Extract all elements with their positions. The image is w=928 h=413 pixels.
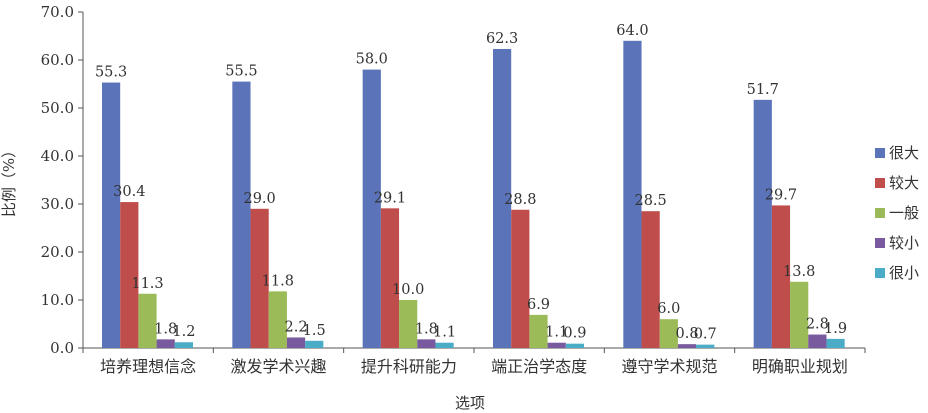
legend-swatch <box>875 178 885 188</box>
data-label: 28.8 <box>504 192 536 208</box>
data-label: 2.8 <box>806 317 829 333</box>
bar <box>677 344 697 348</box>
y-tick-label: 60.0 <box>41 51 74 69</box>
data-label: 1.1 <box>545 325 568 341</box>
legend-label: 很大 <box>889 144 919 162</box>
legend-label: 较大 <box>889 174 919 192</box>
bar <box>156 339 175 348</box>
bar <box>435 342 454 348</box>
bar <box>174 342 193 348</box>
bar <box>808 334 827 348</box>
bar <box>659 319 678 348</box>
data-label: 1.2 <box>172 324 195 340</box>
bar <box>362 69 381 348</box>
bar <box>380 208 400 348</box>
legend-swatch <box>875 238 885 248</box>
bar <box>102 82 121 348</box>
bar <box>547 342 566 348</box>
bar <box>138 293 157 348</box>
y-tick-label: 70.0 <box>41 3 74 21</box>
data-label: 1.8 <box>154 321 177 337</box>
data-label: 28.5 <box>634 193 666 209</box>
axis-titles: 选项 比例（%） <box>0 143 485 412</box>
x-category-label: 提升科研能力 <box>361 357 457 376</box>
data-label: 6.0 <box>657 301 680 317</box>
data-label: 13.8 <box>783 264 815 280</box>
data-label: 1.1 <box>433 325 456 341</box>
y-tick-label: 50.0 <box>41 99 74 117</box>
bar <box>286 337 306 348</box>
bar <box>565 343 584 348</box>
bar <box>399 300 418 348</box>
y-tick-label: 40.0 <box>41 147 74 165</box>
bar <box>120 202 139 348</box>
data-labels-layer: 55.3 55.5 58.0 62.3 64.0 51.7 30.4 29.0 29.1 28.8… <box>95 23 847 343</box>
data-label: 11.3 <box>131 276 163 292</box>
y-tick-label: 0.0 <box>50 339 74 357</box>
data-label: 10.0 <box>392 282 424 298</box>
data-label: 29.0 <box>243 191 275 207</box>
data-label: 1.5 <box>303 323 326 339</box>
y-axis-title: 比例（%） <box>0 143 18 217</box>
data-label: 1.9 <box>824 321 847 337</box>
bar <box>696 344 715 348</box>
x-category-label: 激发学术兴趣 <box>230 357 326 376</box>
data-label: 29.1 <box>374 190 406 206</box>
data-label: 62.3 <box>486 31 518 47</box>
data-label: 2.2 <box>285 319 308 335</box>
x-axis-title: 选项 <box>455 394 485 412</box>
legend-label: 很小 <box>889 264 919 282</box>
y-tick-label: 20.0 <box>41 243 74 261</box>
bar <box>250 208 269 348</box>
y-tick-label: 30.0 <box>41 195 74 213</box>
data-label: 0.7 <box>694 327 717 343</box>
bar <box>623 40 642 349</box>
bars-layer <box>102 40 845 349</box>
data-label: 11.8 <box>262 273 294 289</box>
bar <box>771 205 791 348</box>
bar <box>232 81 251 348</box>
legend-swatch <box>875 148 885 158</box>
data-label: 1.8 <box>415 321 438 337</box>
data-label: 51.7 <box>747 82 779 98</box>
bar <box>529 314 548 348</box>
data-label: 6.9 <box>527 297 550 313</box>
legend-label: 一般 <box>889 204 919 222</box>
bar <box>268 291 287 348</box>
x-category-label: 端正治学态度 <box>491 357 587 376</box>
x-category-label: 遵守学术规范 <box>621 357 717 376</box>
x-category-label: 明确职业规划 <box>752 357 848 376</box>
bar <box>493 48 512 349</box>
bar <box>753 99 772 348</box>
x-axis: 培养理想信念 激发学术兴趣 提升科研能力 端正治学态度 遵守学术规范 明确职业规划 <box>82 347 866 376</box>
legend-swatch <box>875 208 885 218</box>
data-label: 29.7 <box>765 187 797 203</box>
y-tick-label: 10.0 <box>41 291 74 309</box>
y-axis: 0.0 10.0 20.0 30.0 40.0 50.0 60.0 70.0 <box>41 3 84 357</box>
data-label: 0.8 <box>676 326 699 342</box>
bar <box>641 211 660 348</box>
data-label: 55.5 <box>225 64 257 80</box>
data-label: 64.0 <box>616 23 648 39</box>
bar <box>790 281 809 348</box>
legend-swatch <box>875 268 885 278</box>
data-label: 0.9 <box>563 326 586 342</box>
bar <box>417 339 436 348</box>
x-category-label: 培养理想信念 <box>100 357 196 376</box>
bar <box>305 340 324 348</box>
bar <box>511 209 530 348</box>
data-label: 58.0 <box>356 52 388 68</box>
bar <box>826 338 845 348</box>
legend-label: 较小 <box>889 234 919 252</box>
data-label: 30.4 <box>113 184 145 200</box>
data-label: 55.3 <box>95 65 127 81</box>
